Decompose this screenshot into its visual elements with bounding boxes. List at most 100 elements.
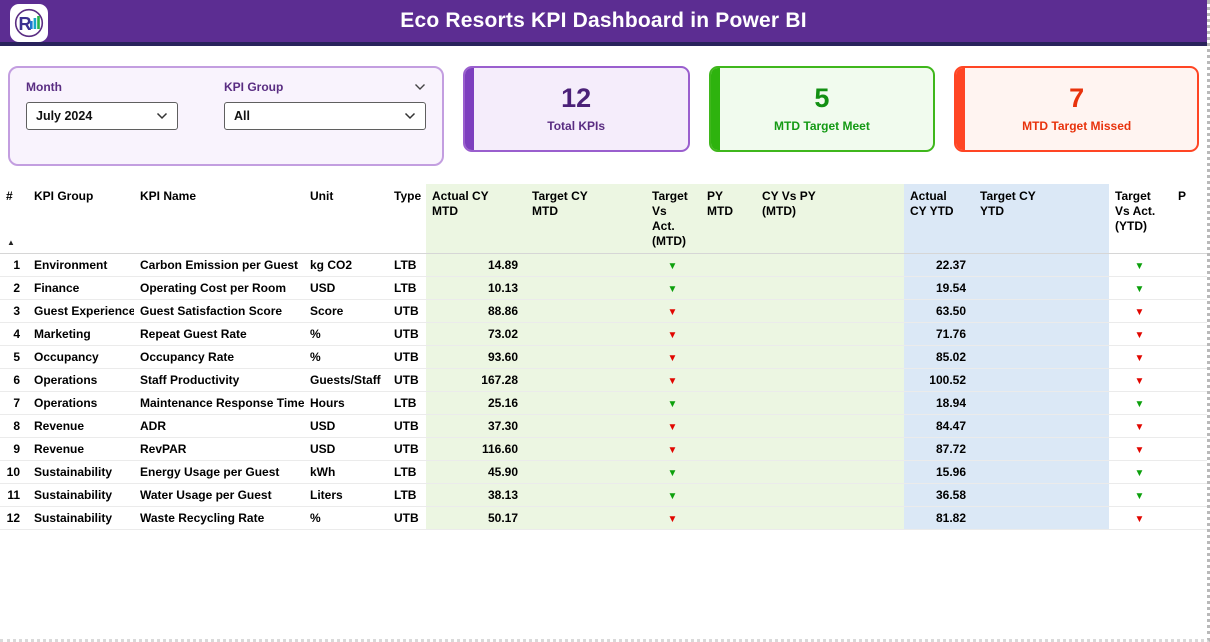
column-header-name[interactable]: KPI Name — [134, 184, 304, 254]
table-row[interactable]: 7 Operations Maintenance Response Time Hour… — [0, 391, 1207, 415]
cell-tva_ytd: ▼ — [1109, 437, 1172, 461]
slicer-collapse-chevron-icon[interactable] — [414, 83, 426, 91]
column-header-type[interactable]: Type — [388, 184, 426, 254]
column-header-target_ytd[interactable]: Target CY YTD — [974, 184, 1109, 254]
column-header-actual_mtd[interactable]: Actual CY MTD — [426, 184, 526, 254]
cell-cy_vs_py_mtd — [756, 322, 904, 346]
target-missed-icon: ▼ — [1134, 353, 1145, 364]
cell-unit: % — [304, 506, 388, 530]
target-missed-icon: ▼ — [1134, 445, 1145, 456]
table-row[interactable]: 8 Revenue ADR USD UTB 37.30 ▼ 84.47 ▼ — [0, 414, 1207, 438]
chevron-down-icon[interactable] — [156, 112, 168, 120]
cell-actual_mtd: 116.60 — [426, 437, 526, 461]
column-header-py_mtd[interactable]: PY MTD — [701, 184, 756, 254]
cell-tva_ytd: ▼ — [1109, 345, 1172, 369]
target-missed-icon: ▼ — [667, 445, 678, 456]
column-header-label: PY MTD — [707, 189, 733, 218]
cell-target_ytd — [974, 391, 1109, 415]
cell-p — [1172, 322, 1207, 346]
cell-num: 6 — [0, 368, 28, 392]
cell-tva_ytd: ▼ — [1109, 299, 1172, 323]
table-row[interactable]: 3 Guest Experience Guest Satisfaction Scor… — [0, 299, 1207, 323]
mtd-target-missed-card[interactable]: 7 MTD Target Missed — [954, 66, 1199, 152]
column-header-cy_vs_py_mtd[interactable]: CY Vs PY (MTD) — [756, 184, 904, 254]
cell-unit: Hours — [304, 391, 388, 415]
cell-group: Occupancy — [28, 345, 134, 369]
cell-unit: Guests/Staff — [304, 368, 388, 392]
cell-actual_mtd: 93.60 — [426, 345, 526, 369]
cell-py_mtd — [701, 483, 756, 507]
cell-num: 8 — [0, 414, 28, 438]
cell-actual_mtd: 14.89 — [426, 253, 526, 277]
cell-target_mtd — [526, 368, 646, 392]
column-header-label: P — [1178, 189, 1187, 203]
mtd-target-meet-card[interactable]: 5 MTD Target Meet — [708, 66, 936, 152]
target-met-icon: ▼ — [1134, 468, 1145, 479]
card-accent-bar — [464, 68, 474, 150]
column-header-p[interactable]: P — [1172, 184, 1207, 254]
cell-name: Repeat Guest Rate — [134, 322, 304, 346]
target-missed-icon: ▼ — [667, 422, 678, 433]
cell-actual_ytd: 15.96 — [904, 460, 974, 484]
target-missed-icon: ▼ — [667, 330, 678, 341]
column-header-tva_mtd[interactable]: Target Vs Act. (MTD) — [646, 184, 701, 254]
cell-target_mtd — [526, 506, 646, 530]
cell-py_mtd — [701, 437, 756, 461]
table-row[interactable]: 5 Occupancy Occupancy Rate% UTB 93.60 ▼ 85.02 ▼ — [0, 345, 1207, 369]
column-header-actual_ytd[interactable]: Actual CY YTD — [904, 184, 974, 254]
column-header-unit[interactable]: Unit — [304, 184, 388, 254]
month-slicer: Month July 2024 — [26, 80, 178, 152]
table-row[interactable]: 10 Sustainability Energy Usage per Guest kW… — [0, 460, 1207, 484]
table-row[interactable]: 11 Sustainability Water Usage per Guest Lit… — [0, 483, 1207, 507]
cell-tva_mtd: ▼ — [646, 368, 701, 392]
cell-type: LTB — [388, 460, 426, 484]
column-header-group[interactable]: KPI Group — [28, 184, 134, 254]
table-row[interactable]: 9 Revenue RevPAR USD UTB 116.60 ▼ 87.72 ▼ — [0, 437, 1207, 461]
table-row[interactable]: 4 Marketing Repeat Guest Rate% UTB 73.02 ▼ 71.… — [0, 322, 1207, 346]
total-kpis-value: 12 — [561, 83, 592, 113]
cell-cy_vs_py_mtd — [756, 368, 904, 392]
chevron-down-icon[interactable] — [404, 112, 416, 120]
column-header-tva_ytd[interactable]: Target Vs Act. (YTD) — [1109, 184, 1172, 254]
cell-cy_vs_py_mtd — [756, 391, 904, 415]
column-header-label: Target CY MTD — [532, 189, 588, 218]
cell-unit: % — [304, 345, 388, 369]
target-met-icon: ▼ — [1134, 399, 1145, 410]
cell-unit: kWh — [304, 460, 388, 484]
cell-actual_mtd: 38.13 — [426, 483, 526, 507]
top-row: Month July 2024 KPI Group All — [8, 66, 1199, 166]
column-header-label: KPI Name — [140, 189, 197, 203]
table-row[interactable]: 2 Finance Operating Cost per Room USD LTB 10.… — [0, 276, 1207, 300]
table-row[interactable]: 12 Sustainability Waste Recycling Rate% UTB… — [0, 506, 1207, 530]
cell-actual_ytd: 71.76 — [904, 322, 974, 346]
cell-unit: Score — [304, 299, 388, 323]
cell-num: 5 — [0, 345, 28, 369]
cell-p — [1172, 391, 1207, 415]
cell-cy_vs_py_mtd — [756, 460, 904, 484]
table-row[interactable]: 6 Operations Staff Productivity Guests/Staf… — [0, 368, 1207, 392]
filter-panel: Month July 2024 KPI Group All — [8, 66, 444, 166]
cell-type: UTB — [388, 322, 426, 346]
column-header-num[interactable]: # ▲ — [0, 184, 28, 254]
cell-actual_mtd: 45.90 — [426, 460, 526, 484]
cell-name: Maintenance Response Time — [134, 391, 304, 415]
cell-actual_ytd: 36.58 — [904, 483, 974, 507]
page-title: Eco Resorts KPI Dashboard in Power BI — [400, 9, 807, 32]
cell-group: Operations — [28, 391, 134, 415]
kpi-group-dropdown[interactable]: All — [224, 102, 426, 130]
cell-py_mtd — [701, 322, 756, 346]
month-dropdown[interactable]: July 2024 — [26, 102, 178, 130]
column-header-target_mtd[interactable]: Target CY MTD — [526, 184, 646, 254]
cell-tva_mtd: ▼ — [646, 253, 701, 277]
cell-tva_mtd: ▼ — [646, 414, 701, 438]
cell-name: Staff Productivity — [134, 368, 304, 392]
cell-group: Marketing — [28, 322, 134, 346]
cell-p — [1172, 437, 1207, 461]
cell-py_mtd — [701, 391, 756, 415]
cell-tva_ytd: ▼ — [1109, 276, 1172, 300]
cell-num: 12 — [0, 506, 28, 530]
cell-py_mtd — [701, 506, 756, 530]
cell-unit: USD — [304, 276, 388, 300]
total-kpis-card[interactable]: 12 Total KPIs — [462, 66, 690, 152]
table-row[interactable]: 1 Environment Carbon Emission per Guest kg … — [0, 253, 1207, 277]
